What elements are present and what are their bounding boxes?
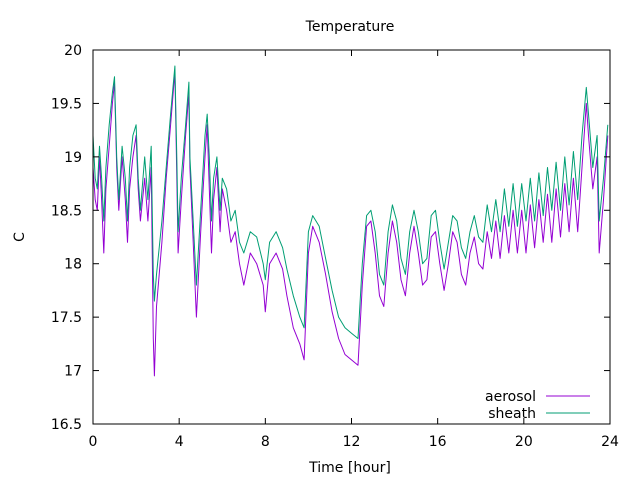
x-tick-label: 4	[175, 434, 184, 450]
y-tick-label: 18.5	[51, 203, 82, 219]
y-tick-label: 18	[64, 257, 82, 273]
x-tick-label: 0	[89, 434, 98, 450]
x-tick-label: 12	[343, 434, 361, 450]
y-tick-label: 19	[64, 150, 82, 166]
y-tick-label: 20	[64, 43, 82, 59]
y-tick-label: 16.5	[51, 417, 82, 433]
axis-ticks: 0 4 8 12 16 20 24 16.5 17 17.5 18 18.5 19 19.5 20	[51, 43, 619, 450]
series-line-sheath	[92, 65, 609, 339]
y-axis-label: C	[12, 232, 28, 242]
y-tick-label: 17	[64, 364, 82, 380]
x-axis-label: Time [hour]	[308, 460, 391, 476]
x-tick-label: 20	[515, 434, 533, 450]
x-tick-label: 8	[261, 434, 270, 450]
y-tick-label: 17.5	[51, 310, 82, 326]
series-layer	[92, 65, 609, 377]
legend-label-sheath: sheath	[488, 406, 536, 422]
chart-title: Temperature	[305, 19, 395, 35]
x-tick-label: 24	[601, 434, 619, 450]
x-tick-label: 16	[429, 434, 447, 450]
y-tick-label: 19.5	[51, 96, 82, 112]
legend-label-aerosol: aerosol	[485, 389, 536, 405]
series-line-aerosol	[92, 70, 609, 377]
